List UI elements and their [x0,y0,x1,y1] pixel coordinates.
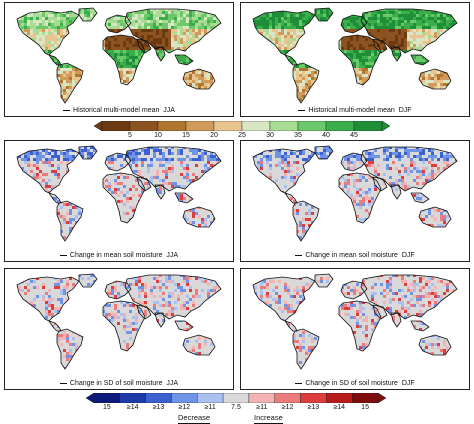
label-dash [298,110,305,111]
label-dash [60,383,67,384]
colorbar-swatch [298,121,326,131]
colorbar-tick-label: 20 [210,132,218,139]
colorbar-tick-label: ≥12 [282,404,294,411]
panel-label: Historical multi-model mean DJF [241,107,469,114]
colorbar-tick-label: ≥14 [333,404,345,411]
colorbar-swatch [186,121,214,131]
increase-text: Increase [254,413,283,422]
panel-title: Change in SD of soil moisture [305,380,398,387]
panel-label: Change in mean soil moisture JJA [5,252,233,259]
world-map [241,269,469,389]
world-map [241,3,469,116]
colorbar-swatch [249,393,275,403]
panel-season: JJA [166,380,178,387]
map-panel: Change in SD of soil moisture DJF [240,268,470,390]
colorbar-swatch [326,121,354,131]
label-dash [295,383,302,384]
colorbar-swatch [326,393,352,403]
colorbar-swatch [158,121,186,131]
colorbar-left-arrow [94,121,102,131]
map-panel: Change in SD of soil moisture JJA [4,268,234,390]
colorbar-swatch [102,121,130,131]
panel-season: DJF [402,252,415,259]
colorbar-swatch [223,393,249,403]
panel-season: DJF [402,380,415,387]
colorbar-tick-label: ≥14 [127,404,139,411]
colorbar-top [94,121,390,131]
colorbar-swatch [270,121,298,131]
colorbar-tick-label: 40 [322,132,330,139]
panel-label: Change in SD of soil moisture JJA [5,380,233,387]
map-panel: Change in mean soil moisture JJA [4,140,234,262]
colorbar-tick-label: 35 [294,132,302,139]
panel-label: Change in mean soil moisture DJF [241,252,469,259]
world-map [5,3,233,116]
colorbar-swatch [301,393,327,403]
colorbar-right-arrow [382,121,390,131]
decrease-label: Decrease [178,413,210,422]
panel-season: JJA [163,107,175,114]
colorbar-swatch [352,393,378,403]
label-dash [295,255,302,256]
map-panel: Historical multi-model mean JJA [4,2,234,117]
colorbar-swatch [354,121,382,131]
colorbar-tick-label: 15 [182,132,190,139]
label-dash [60,255,67,256]
world-map [241,141,469,261]
colorbar-tick-label: 5 [128,132,132,139]
colorbar-swatch [214,121,242,131]
colorbar-swatch [242,121,270,131]
world-map [5,269,233,389]
label-dash [63,110,70,111]
colorbar-tick-label: ≥13 [153,404,165,411]
decrease-text: Decrease [178,413,210,422]
colorbar-tick-label: 7.5 [231,404,241,411]
panel-title: Historical multi-model mean [308,107,394,114]
colorbar-tick-label: ≥13 [308,404,320,411]
panel-season: DJF [399,107,412,114]
increase-label: Increase [254,413,283,422]
panel-label: Historical multi-model mean JJA [5,107,233,114]
colorbar-bottom [86,393,386,403]
panel-title: Historical multi-model mean [73,107,159,114]
colorbar-swatch [130,121,158,131]
panel-season: JJA [166,252,178,259]
colorbar-tick-label: ≥11 [256,404,267,411]
colorbar-left-arrow [86,393,94,403]
panel-title: Change in mean soil moisture [305,252,398,259]
colorbar-tick-label: 30 [266,132,274,139]
colorbar-swatch [146,393,172,403]
panel-label: Change in SD of soil moisture DJF [241,380,469,387]
panel-title: Change in SD of soil moisture [70,380,163,387]
map-panel: Historical multi-model mean DJF [240,2,470,117]
colorbar-tick-label: ≥11 [205,404,216,411]
colorbar-tick-label: 45 [350,132,358,139]
colorbar-swatch [171,393,197,403]
colorbar-swatch [120,393,146,403]
colorbar-swatch [94,393,120,403]
panel-title: Change in mean soil moisture [70,252,163,259]
colorbar-swatch [275,393,301,403]
colorbar-tick-label: 10 [154,132,162,139]
colorbar-tick-label: 25 [238,132,246,139]
colorbar-tick-label: 15 [103,404,111,411]
colorbar-right-arrow [378,393,386,403]
colorbar-tick-label: ≥12 [179,404,191,411]
map-panel: Change in mean soil moisture DJF [240,140,470,262]
colorbar-tick-label: 15 [361,404,369,411]
colorbar-swatch [197,393,223,403]
world-map [5,141,233,261]
